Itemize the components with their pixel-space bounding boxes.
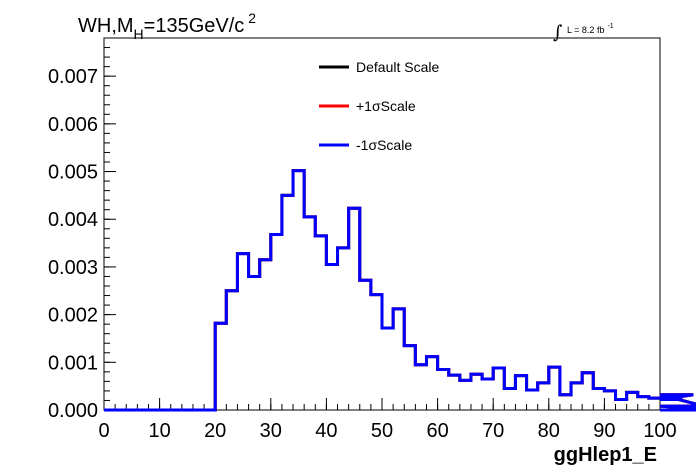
title-rest: =135GeV/c — [144, 15, 245, 37]
y-axis: 0.000 0.001 0.002 0.003 0.004 0.005 0.006 0.007 — [48, 37, 116, 422]
title-superscript: 2 — [248, 10, 256, 26]
x-tick-label: 70 — [482, 420, 504, 442]
y-tick-label: 0.007 — [48, 66, 98, 88]
legend: Default Scale +1σScale -1σScale — [319, 59, 439, 153]
legend-label: Default Scale — [356, 59, 439, 75]
series-line-2 — [104, 169, 696, 412]
x-tick-label: 80 — [538, 420, 560, 442]
y-tick-label: 0.004 — [48, 209, 98, 231]
y-tick-label: 0.003 — [48, 257, 98, 279]
x-tick-label: 20 — [204, 420, 226, 442]
x-tick-label: 50 — [371, 420, 393, 442]
title-subscript: H — [134, 26, 144, 42]
x-tick-label: 60 — [426, 420, 448, 442]
lumi-label: L = 8.2 fb -1 — [567, 23, 614, 35]
x-tick-label: 30 — [260, 420, 282, 442]
x-tick-label: 100 — [643, 420, 676, 442]
y-tick-label: 0.001 — [48, 352, 98, 374]
x-tick-label: 90 — [593, 420, 615, 442]
legend-label: -1σScale — [356, 137, 412, 153]
chart-title: WH,MH=135GeV/c 2 — [78, 10, 256, 42]
y-tick-label: 0.005 — [48, 162, 98, 184]
lumi-superscript: -1 — [607, 23, 613, 30]
title-main: WH,M — [78, 15, 134, 37]
x-tick-label: 40 — [315, 420, 337, 442]
x-axis-label: ggHlep1_E — [554, 444, 657, 466]
x-tick-label: 0 — [98, 420, 109, 442]
y-tick-label: 0.006 — [48, 114, 98, 136]
x-tick-label: 10 — [148, 420, 170, 442]
series-layer — [104, 169, 696, 412]
y-tick-label: 0.000 — [48, 400, 98, 422]
legend-label: +1σScale — [356, 98, 416, 114]
lumi-integral: ∫ — [553, 22, 563, 43]
y-tick-label: 0.002 — [48, 305, 98, 327]
lumi-text: L = 8.2 fb — [567, 25, 604, 35]
